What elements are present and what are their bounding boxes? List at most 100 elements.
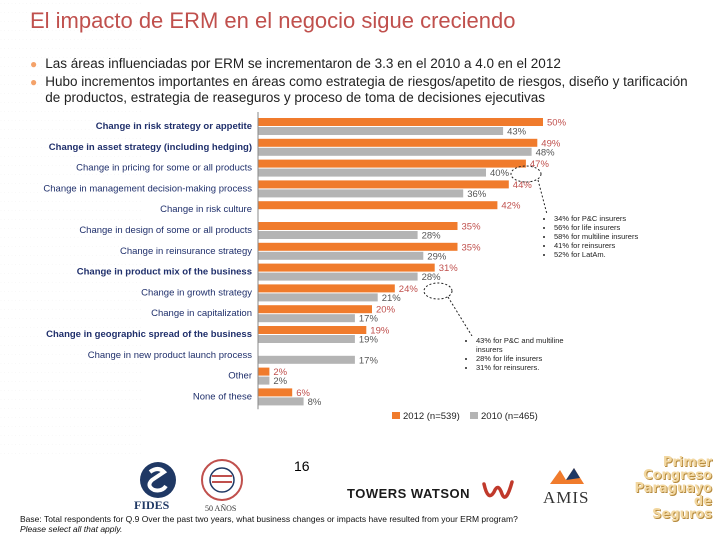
category-label: Change in capitalization — [151, 308, 252, 319]
data-label: 35% — [462, 222, 482, 233]
category-label: Change in risk strategy or appetite — [96, 121, 252, 132]
congreso-line: Primer — [662, 455, 712, 470]
bar-2010 — [258, 147, 532, 156]
note-item: 56% for life insurers — [554, 223, 675, 232]
data-label: 2% — [273, 367, 287, 378]
background-watermark-text: · · · · · · · · · · · · · · · · · · · · … — [0, 1, 142, 457]
category-label: Change in product mix of the business — [77, 267, 252, 278]
page-number: 16 — [294, 458, 310, 474]
callout-circle — [510, 165, 542, 183]
towers-watson-mark-icon — [482, 480, 514, 499]
data-label: 42% — [501, 201, 521, 212]
data-label: 31% — [439, 263, 459, 274]
note-item: 58% for multiline insurers — [554, 232, 675, 241]
callouts-layer — [423, 165, 549, 337]
legend-label-2010: 2010 (n=465) — [481, 411, 538, 422]
data-label: 19% — [370, 326, 390, 337]
bar-2010 — [258, 251, 424, 260]
bar-2010 — [258, 168, 486, 177]
bar-2010 — [258, 314, 355, 323]
data-label: 19% — [359, 335, 379, 346]
bar-2012 — [258, 367, 270, 376]
bar-2010 — [258, 272, 418, 281]
fides-logo-icon — [140, 462, 176, 498]
footnote-line: Base: Total respondents for Q.9 Over the… — [20, 514, 518, 524]
bullet-dot-icon: ● — [30, 75, 38, 89]
bar-2010 — [258, 231, 418, 239]
note-item: 34% for P&C insurers — [554, 214, 675, 223]
data-label: 6% — [296, 388, 310, 399]
bullet-text: Las áreas influenciadas por ERM se incre… — [45, 56, 561, 71]
data-label: 20% — [376, 305, 396, 316]
bar-2012 — [258, 305, 372, 314]
anniversary-seal-icon — [201, 459, 243, 501]
callout-line — [447, 296, 473, 337]
data-label: 50% — [547, 118, 567, 129]
bar-2012 — [258, 263, 435, 272]
category-label: Change in pricing for some or all produc… — [76, 163, 252, 174]
bullet-text: Hubo incrementos importantes en áreas co… — [45, 74, 688, 105]
data-label: 17% — [359, 314, 379, 325]
fides-logo-text: FIDES — [134, 498, 170, 512]
bullet-item: ● Hubo incrementos importantes en áreas c… — [30, 74, 710, 106]
annotation-note-product-mix: 43% for P&C and multiline insurers 28% f… — [462, 336, 570, 372]
category-label: Change in growth strategy — [141, 287, 252, 298]
category-label: Change in management decision-making pro… — [43, 183, 252, 194]
bar-2010 — [258, 127, 504, 135]
bar-2012 — [258, 326, 367, 334]
note-item: 28% for life insurers — [476, 354, 570, 363]
bar-2010 — [258, 293, 378, 302]
data-label: 8% — [308, 397, 322, 408]
congreso-logo: Primer Congreso Paraguayo de Seguros — [632, 456, 712, 521]
bullet-dot-icon: ● — [30, 57, 38, 71]
data-label: 28% — [422, 272, 442, 283]
data-label: 21% — [382, 293, 402, 304]
bar-2012 — [258, 201, 498, 210]
labels-layer: Change in risk strategy or appetite 50% 43… — [43, 118, 566, 408]
bar-2010 — [258, 355, 355, 364]
bar-2012 — [258, 388, 293, 397]
data-label: 2% — [273, 376, 287, 387]
callout-circle — [423, 282, 453, 300]
data-label: 44% — [513, 180, 533, 191]
bar-2010 — [258, 376, 270, 385]
category-label: None of these — [193, 391, 252, 402]
bar-2012 — [258, 284, 395, 293]
data-label: 43% — [507, 127, 527, 138]
data-label: 29% — [427, 251, 447, 262]
amis-logo-text: AMIS — [543, 488, 590, 507]
legend-swatch-2012 — [392, 412, 400, 419]
bar-2012 — [258, 138, 538, 147]
footnote-line: Please select all that apply. — [20, 524, 123, 534]
data-label: 49% — [541, 138, 561, 149]
legend-swatch-2010 — [470, 412, 478, 419]
category-label: Change in risk culture — [160, 204, 252, 215]
anniversary-text: 50 AÑOS — [205, 504, 237, 513]
slide-title: El impacto de ERM en el negocio sigue cr… — [30, 8, 516, 33]
data-label: 28% — [422, 231, 442, 242]
category-label: Change in reinsurance strategy — [120, 246, 252, 257]
category-label: Change in geographic spread of the busin… — [46, 329, 252, 340]
note-item: 31% for reinsurers. — [476, 363, 570, 372]
congreso-line: Congreso — [643, 468, 712, 483]
data-label: 35% — [462, 242, 482, 253]
congreso-line: Paraguayo — [634, 481, 712, 496]
bar-2012 — [258, 118, 543, 126]
bar-2010 — [258, 335, 355, 343]
category-label: Other — [228, 371, 252, 382]
bars-layer — [257, 112, 543, 410]
category-label: Change in asset strategy (including hedg… — [49, 142, 252, 153]
bar-chart: Change in risk strategy or appetite 50% 43… — [43, 112, 567, 422]
note-item: 52% for LatAm. — [554, 250, 675, 259]
congreso-line: de Seguros — [652, 494, 712, 522]
annotation-note-risk-culture: 34% for P&C insurers 56% for life insure… — [540, 214, 675, 259]
data-label: 24% — [399, 284, 419, 295]
towers-watson-logo-text: TOWERS WATSON — [347, 486, 471, 501]
category-label: Change in design of some or all products — [79, 225, 252, 236]
category-label: Change in new product launch process — [88, 350, 252, 361]
data-label: 36% — [467, 189, 487, 200]
chart-legend: 2012 (n=539) 2010 (n=465) — [392, 411, 538, 422]
bar-2012 — [258, 180, 509, 189]
bar-2010 — [258, 397, 304, 406]
bar-2012 — [258, 242, 458, 251]
